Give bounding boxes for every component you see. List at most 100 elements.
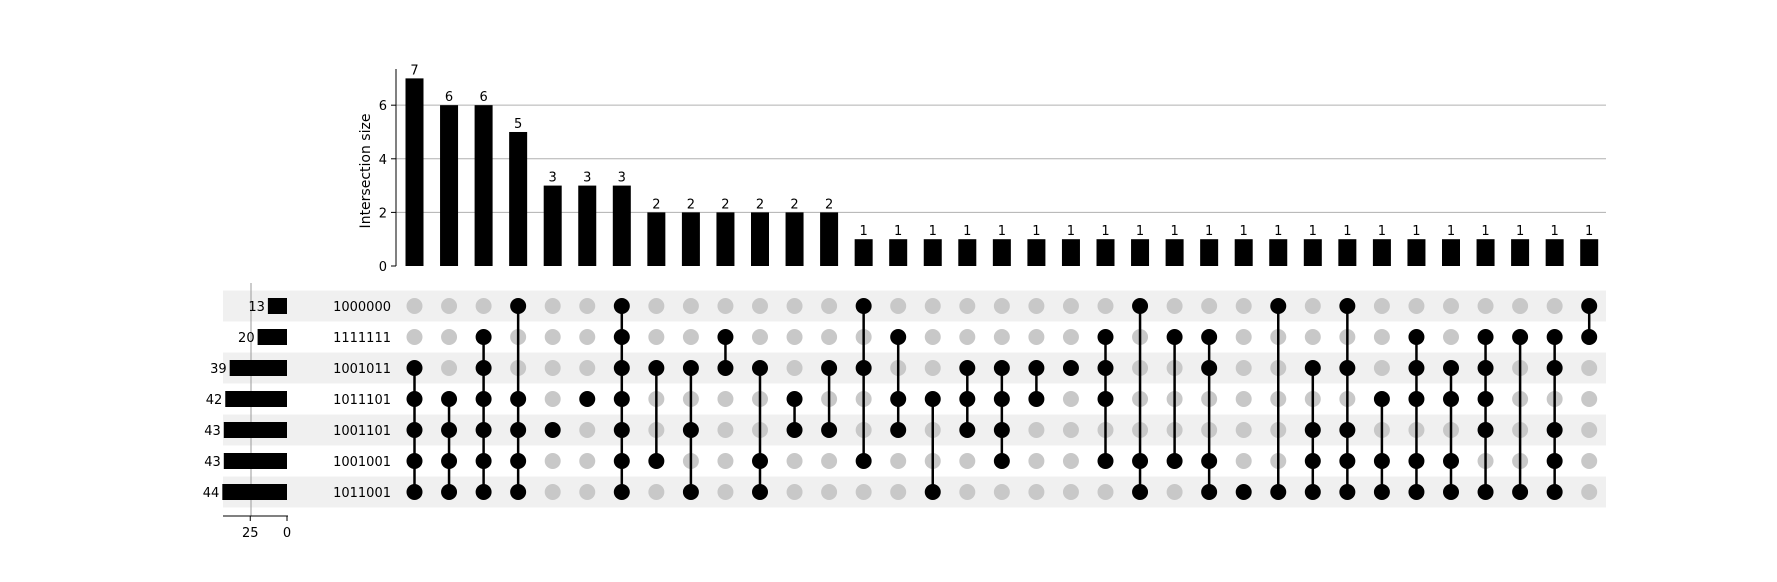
matrix-dot-inactive [1581,422,1598,438]
matrix-dot-inactive [579,329,596,345]
bar-value-label: 1 [894,224,902,239]
matrix-dot-inactive [1028,422,1045,438]
matrix-dot-active [579,391,596,407]
matrix-dot-inactive [924,298,941,314]
intersection-bar [1442,239,1460,266]
matrix-dot-inactive [717,453,734,469]
matrix-dot-inactive [1581,391,1598,407]
bar-value-label: 1 [1274,224,1282,239]
matrix-dot-inactive [544,391,561,407]
bar-value-label: 1 [1412,224,1420,239]
intersection-bar [1511,239,1530,266]
matrix-dot-inactive [1477,298,1494,314]
matrix-dot-active [1062,360,1079,376]
intersection-bar [923,239,942,266]
matrix-dot-inactive [1097,298,1114,314]
matrix-dot-inactive [579,453,596,469]
intersection-bar [889,239,908,266]
matrix-dot-inactive [579,360,596,376]
intersection-bar [1338,239,1357,266]
set-size-label: 42 [206,393,223,408]
bar-value-label: 1 [1481,224,1489,239]
matrix-dot-inactive [786,484,803,500]
matrix-dot-inactive [406,329,423,345]
intersection-bar [1061,239,1080,266]
set-name-label: 1001011 [333,362,391,377]
intersection-bar [1407,239,1426,266]
matrix-dot-inactive [1062,422,1079,438]
y-axis-label: Intersection size [358,114,374,229]
bar-value-label: 1 [929,224,937,239]
intersection-bar [1165,239,1184,266]
matrix-dot-inactive [717,484,734,500]
bar-value-label: 3 [549,171,557,186]
bar-value-label: 1 [1170,224,1178,239]
intersection-bar [785,212,804,266]
set-size-bar [223,422,287,438]
bar-value-label: 1 [1032,224,1040,239]
matrix-dot-inactive [441,360,458,376]
y-tick-label: 2 [379,206,387,221]
bar-value-label: 2 [687,197,695,212]
set-size-bar [267,298,287,314]
bar-value-label: 3 [583,171,591,186]
set-size-label: 39 [210,362,227,377]
intersection-bar [1131,239,1150,266]
set-name-label: 1001001 [333,455,391,470]
matrix-dot-inactive [1062,391,1079,407]
bar-value-label: 6 [479,90,487,105]
matrix-dot-inactive [1062,329,1079,345]
matrix-dot-inactive [717,298,734,314]
bar-value-label: 2 [790,197,798,212]
bar-value-label: 1 [998,224,1006,239]
matrix-dot-inactive [544,329,561,345]
matrix-dot-inactive [717,422,734,438]
intersection-bar [716,212,735,266]
intersection-bar [1200,239,1219,266]
set-size-bar [257,329,287,345]
bar-value-label: 1 [1343,224,1351,239]
intersection-bar [1580,239,1599,266]
matrix-dot-inactive [544,453,561,469]
intersection-bar [1303,239,1322,266]
matrix-dot-inactive [1028,453,1045,469]
matrix-dot-inactive [993,298,1010,314]
bar-value-label: 1 [1101,224,1109,239]
matrix-dot-inactive [579,422,596,438]
matrix-dot-inactive [959,298,976,314]
matrix-dot-inactive [1097,484,1114,500]
matrix-dot-inactive [890,298,907,314]
intersection-bar [578,185,597,266]
bar-value-label: 7 [410,63,418,78]
matrix-dot-inactive [1028,329,1045,345]
bar-value-label: 1 [1378,224,1386,239]
matrix-dot-inactive [1235,391,1252,407]
matrix-dot-inactive [544,484,561,500]
matrix-dot-inactive [1304,298,1321,314]
matrix-dot-inactive [959,453,976,469]
bar-value-label: 2 [721,197,729,212]
bar-value-label: 2 [652,197,660,212]
set-name-label: 1001101 [333,424,391,439]
intersection-bar [543,185,562,266]
matrix-dot-inactive [1373,298,1390,314]
bar-value-label: 1 [1585,224,1593,239]
matrix-dot-inactive [1201,298,1218,314]
intersection-bar [1027,239,1046,266]
matrix-dot-inactive [544,360,561,376]
row-stripe [223,476,1606,508]
matrix-dot-active [544,422,561,438]
intersection-bar [820,212,839,266]
intersection-bar [1372,239,1391,266]
row-stripe [223,414,1606,446]
matrix-dot-inactive [441,329,458,345]
matrix-dot-inactive [1166,298,1183,314]
bar-value-label: 1 [860,224,868,239]
matrix-dot-inactive [821,329,838,345]
matrix-dot-inactive [1373,360,1390,376]
matrix-dot-inactive [959,484,976,500]
matrix-dot-inactive [924,360,941,376]
matrix-dot-inactive [1028,484,1045,500]
row-stripe [223,352,1606,384]
y-tick-label: 6 [379,99,387,114]
